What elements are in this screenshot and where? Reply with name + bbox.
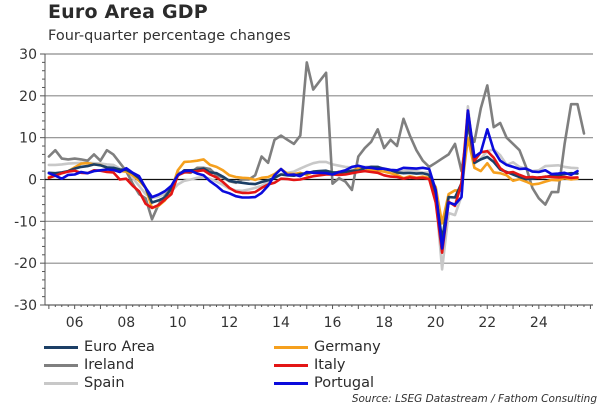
legend-label: Euro Area — [84, 339, 155, 355]
legend-swatch — [274, 345, 308, 349]
y-tick-label: 10 — [19, 131, 37, 147]
legend-swatch — [274, 363, 308, 367]
legend-item-germany: Germany — [274, 338, 381, 356]
series-line-italy — [47, 109, 579, 254]
legend-label: Ireland — [84, 357, 135, 373]
chart-title: Euro Area GDP — [48, 1, 208, 23]
chart-subtitle: Four-quarter percentage changes — [48, 28, 291, 44]
x-tick-label: 08 — [117, 315, 135, 331]
y-tick-label: -20 — [14, 256, 37, 272]
source-note: Source: LSEG Datastream / Fathom Consult… — [351, 393, 597, 405]
legend-swatch — [44, 363, 78, 367]
legend-label: Germany — [314, 339, 381, 355]
y-tick-label: 0 — [28, 173, 37, 189]
legend-swatch — [44, 345, 78, 349]
y-tick-label: -30 — [14, 298, 37, 314]
x-tick-label: 22 — [478, 315, 496, 331]
legend-item-italy: Italy — [274, 356, 345, 374]
legend-swatch — [44, 381, 78, 385]
legend-label: Italy — [314, 357, 346, 373]
x-tick-label: 20 — [427, 315, 445, 331]
x-tick-label: 10 — [169, 315, 187, 331]
x-tick-label: 12 — [220, 315, 238, 331]
legend-item-ireland: Ireland — [44, 356, 134, 374]
series-line-ireland — [47, 61, 586, 221]
legend-item-spain: Spain — [44, 374, 125, 392]
series-line-portugal — [47, 109, 579, 250]
x-tick-label: 18 — [375, 315, 393, 331]
legend-swatch — [274, 381, 308, 385]
legend-item-portugal: Portugal — [274, 374, 374, 392]
legend-item-euro-area: Euro Area — [44, 338, 155, 356]
x-tick-label: 24 — [530, 315, 548, 331]
y-tick-label: 30 — [19, 47, 37, 63]
x-tick-label: 14 — [272, 315, 290, 331]
series-line-spain — [47, 105, 579, 271]
x-tick-label: 06 — [66, 315, 84, 331]
y-tick-label: -10 — [14, 214, 37, 230]
legend-label: Spain — [84, 375, 125, 391]
legend-label: Portugal — [314, 375, 375, 391]
x-tick-label: 16 — [324, 315, 342, 331]
y-tick-label: 20 — [19, 89, 37, 105]
